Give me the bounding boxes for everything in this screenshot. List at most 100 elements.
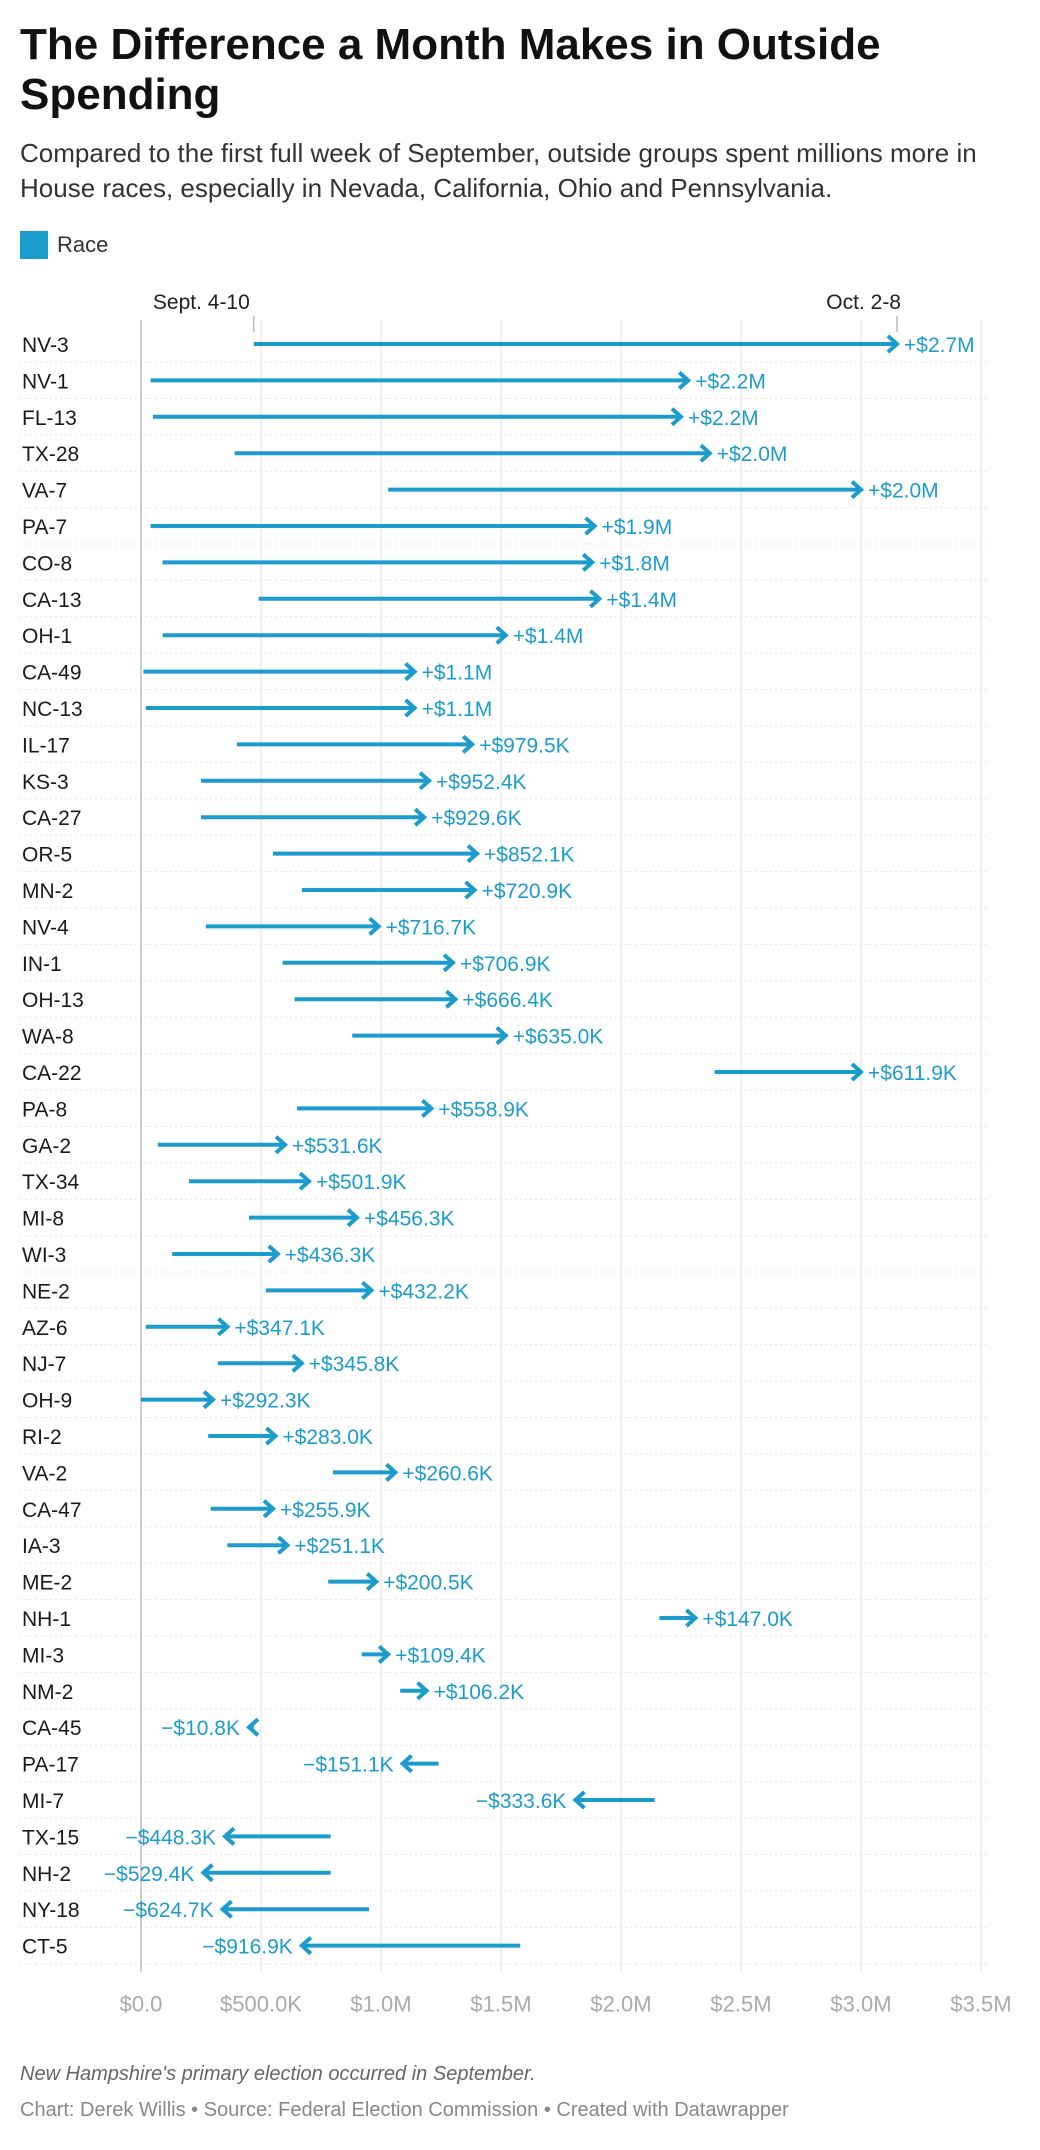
x-tick-label: $2.0M bbox=[590, 1992, 651, 2017]
change-label: +$1.9M bbox=[602, 516, 673, 539]
arrow-head bbox=[421, 1098, 435, 1118]
to-period-label: Oct. 2-8 bbox=[826, 291, 901, 314]
race-label: TX-28 bbox=[22, 443, 79, 466]
arrow-head bbox=[202, 1390, 217, 1410]
race-label: IN-1 bbox=[22, 953, 62, 976]
race-label: CA-27 bbox=[22, 807, 82, 830]
race-label: GA-2 bbox=[22, 1135, 71, 1158]
chart-subtitle: Compared to the first full week of Septe… bbox=[20, 138, 977, 203]
arrow-head bbox=[221, 1826, 236, 1846]
from-period-label: Sept. 4-10 bbox=[153, 291, 250, 314]
race-label: CO-8 bbox=[22, 552, 72, 575]
race-label: CT-5 bbox=[22, 1936, 68, 1959]
arrow-head bbox=[584, 516, 598, 536]
race-label: CA-13 bbox=[22, 589, 82, 612]
race-label: NV-1 bbox=[22, 370, 69, 393]
arrow-head bbox=[589, 589, 603, 609]
arrow-head bbox=[404, 698, 418, 718]
arrow-head bbox=[365, 1572, 380, 1592]
race-label: MI-7 bbox=[22, 1790, 64, 1813]
arrow-head bbox=[464, 880, 478, 900]
change-label: +$979.5K bbox=[479, 734, 570, 757]
arrow-head bbox=[265, 1426, 279, 1446]
x-tick-label: $2.5M bbox=[710, 1992, 771, 2017]
race-label: WI-3 bbox=[22, 1244, 66, 1267]
race-label: MI-3 bbox=[22, 1644, 64, 1667]
change-label: +$347.1K bbox=[234, 1317, 325, 1340]
arrow-head bbox=[200, 1863, 214, 1883]
arrow-head bbox=[399, 1754, 413, 1774]
legend-label: Race bbox=[57, 232, 109, 257]
change-label: −$151.1K bbox=[303, 1754, 394, 1777]
race-label: OH-13 bbox=[22, 989, 84, 1012]
arrow-head bbox=[461, 734, 476, 754]
change-label: +$251.1K bbox=[294, 1535, 385, 1558]
race-label: NE-2 bbox=[22, 1280, 70, 1303]
change-label: +$852.1K bbox=[484, 844, 575, 867]
arrow-head bbox=[495, 625, 509, 645]
arrow-head bbox=[245, 1717, 260, 1737]
change-label: +$929.6K bbox=[431, 807, 522, 830]
change-label: −$333.6K bbox=[476, 1790, 567, 1813]
change-label: +$456.3K bbox=[364, 1208, 455, 1231]
arrow-head bbox=[377, 1644, 392, 1664]
change-label: +$2.2M bbox=[688, 407, 759, 430]
change-label: +$2.0M bbox=[868, 480, 939, 503]
race-label: ME-2 bbox=[22, 1572, 72, 1595]
race-label: NV-4 bbox=[22, 916, 69, 939]
legend: Race bbox=[20, 231, 108, 259]
race-label: CA-45 bbox=[22, 1717, 82, 1740]
x-tick-label: $3.0M bbox=[830, 1992, 891, 2017]
legend-swatch bbox=[20, 231, 48, 259]
arrow-head bbox=[418, 771, 433, 791]
change-label: +$432.2K bbox=[378, 1280, 469, 1303]
chart-notes: New Hampshire's primary election occurre… bbox=[20, 2063, 536, 2085]
change-label: +$106.2K bbox=[434, 1681, 525, 1704]
arrow-head bbox=[677, 370, 692, 390]
change-label: −$10.8K bbox=[161, 1717, 240, 1740]
arrow-head bbox=[442, 953, 457, 973]
change-label: +$2.7M bbox=[904, 334, 975, 357]
change-label: +$1.4M bbox=[606, 589, 677, 612]
change-label: +$706.9K bbox=[460, 953, 551, 976]
arrow-head bbox=[368, 916, 382, 936]
arrow-head bbox=[466, 844, 481, 864]
race-label: CA-49 bbox=[22, 662, 82, 685]
race-label: TX-15 bbox=[22, 1826, 79, 1849]
race-label: VA-2 bbox=[22, 1462, 67, 1485]
race-label: PA-17 bbox=[22, 1754, 79, 1777]
race-label: NM-2 bbox=[22, 1681, 73, 1704]
race-label: CA-47 bbox=[22, 1499, 82, 1522]
change-label: +$1.1M bbox=[422, 698, 493, 721]
arrow-head bbox=[670, 407, 685, 427]
arrow-head bbox=[274, 1135, 289, 1155]
race-label: VA-7 bbox=[22, 480, 67, 503]
x-tick-label: $500.0K bbox=[220, 1992, 302, 2017]
x-tick-label: $3.5M bbox=[950, 1992, 1011, 2017]
race-label: KS-3 bbox=[22, 771, 69, 794]
race-label: MI-8 bbox=[22, 1208, 64, 1231]
change-label: +$1.1M bbox=[422, 662, 493, 685]
change-label: +$501.9K bbox=[316, 1171, 407, 1194]
change-label: +$952.4K bbox=[436, 771, 527, 794]
change-label: +$1.8M bbox=[599, 552, 670, 575]
x-tick-label: $1.0M bbox=[350, 1992, 411, 2017]
arrow-head bbox=[267, 1244, 281, 1264]
arrow-head bbox=[277, 1535, 291, 1555]
race-label: FL-13 bbox=[22, 407, 77, 430]
change-label: +$200.5K bbox=[383, 1572, 474, 1595]
x-tick-label: $1.5M bbox=[470, 1992, 531, 2017]
arrow-head bbox=[298, 1936, 313, 1956]
arrow-head bbox=[685, 1608, 699, 1628]
change-label: +$255.9K bbox=[280, 1499, 371, 1522]
race-label: RI-2 bbox=[22, 1426, 62, 1449]
change-label: +$611.9K bbox=[868, 1062, 957, 1085]
arrow-head bbox=[572, 1790, 586, 1810]
change-label: +$147.0K bbox=[702, 1608, 793, 1631]
race-label: NC-13 bbox=[22, 698, 83, 721]
race-label: IL-17 bbox=[22, 734, 70, 757]
change-label: +$260.6K bbox=[402, 1462, 493, 1485]
race-label: CA-22 bbox=[22, 1062, 82, 1085]
race-label: OH-9 bbox=[22, 1390, 72, 1413]
arrow-head bbox=[413, 807, 428, 827]
